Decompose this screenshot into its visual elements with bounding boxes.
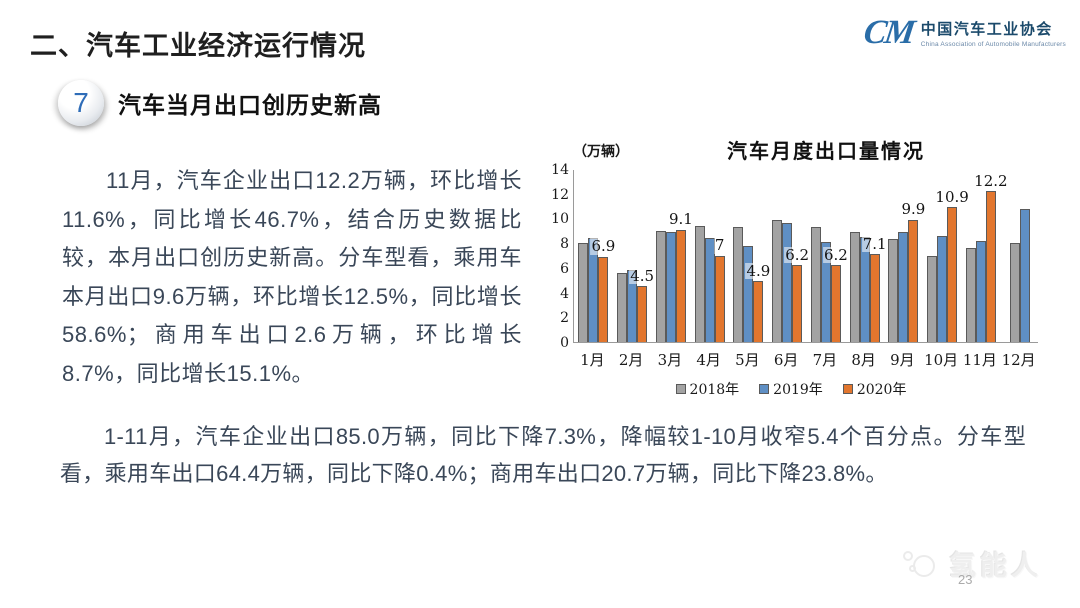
legend-label: 2018年 (689, 382, 740, 398)
bar-2019年-5月 (743, 245, 754, 342)
watermark-face-icon (903, 547, 943, 581)
bar-2018年-1月 (578, 243, 589, 342)
data-label-10月: 10.9 (934, 187, 970, 206)
caam-logo: CM 中国汽车工业协会 China Association of Automob… (861, 14, 1066, 51)
bar-2020年-2月 (637, 286, 648, 342)
legend-item-2019年: 2019年 (759, 379, 823, 399)
bar-2019年-11月 (975, 240, 986, 342)
data-label-8月: 7.1 (861, 234, 888, 253)
x-tick-label-10月: 10月 (924, 351, 959, 369)
y-tick-label: 0 (560, 335, 569, 351)
legend-label: 2020年 (856, 382, 907, 398)
x-tick-label-9月: 9月 (890, 351, 915, 369)
data-label-2月: 4.5 (629, 266, 656, 285)
x-tick-label-6月: 6月 (773, 351, 799, 369)
x-tick-label-1月: 1月 (580, 351, 605, 369)
legend-swatch-icon (759, 384, 770, 394)
section-title: 二、汽车工业经济运行情况 (30, 31, 366, 61)
bar-2020年-8月 (869, 254, 880, 342)
x-tick-label-2月: 2月 (618, 351, 644, 369)
caam-monogram-icon: CM (861, 14, 916, 51)
bar-2019年-4月 (704, 238, 715, 342)
bar-2019年-6月 (782, 223, 793, 342)
bar-2018年-8月 (849, 232, 860, 342)
x-tick-label-8月: 8月 (851, 351, 876, 369)
bar-2018年-2月 (617, 272, 628, 342)
y-tick-label: 12 (551, 186, 569, 203)
legend-swatch-icon (842, 384, 853, 394)
bar-2018年-3月 (655, 230, 666, 342)
x-tick-label-5月: 5月 (735, 351, 760, 369)
bar-2018年-5月 (733, 227, 744, 342)
y-tick-label: 4 (560, 285, 569, 302)
y-tick-label: 10 (551, 211, 569, 228)
legend-item-2018年: 2018年 (675, 379, 740, 399)
bar-2019年-3月 (665, 232, 676, 342)
bar-2020年-7月 (830, 265, 841, 342)
bar-2020年-1月 (598, 256, 609, 342)
chart-legend: 2018年 2019年 2020年 (535, 379, 1047, 399)
bar-2019年-10月 (937, 235, 948, 342)
data-label-11月: 12.2 (973, 171, 1009, 190)
heading-title: 汽车当月出口创历史新高 (118, 92, 382, 118)
chart-title: 汽车月度出口量情况 (727, 141, 925, 163)
caam-name-en: China Association of Automobile Manufact… (920, 41, 1066, 48)
x-tick-label-11月: 11月 (962, 351, 997, 369)
legend-label: 2019年 (773, 382, 823, 398)
data-label-3月: 9.1 (667, 210, 694, 229)
x-tick-label-7月: 7月 (812, 351, 838, 369)
heading-number: 7 (73, 87, 89, 118)
bar-2018年-6月 (772, 219, 783, 342)
x-tick-label-3月: 3月 (657, 351, 683, 369)
data-label-5月: 4.9 (745, 261, 772, 280)
page-number: 23 (958, 572, 973, 587)
monthly-export-chart: （万辆） 汽车月度出口量情况 6.9 4.5 9.1 7 4.9 6.2 6.2 7.1 9.9… (535, 133, 1047, 405)
y-tick-label: 14 (551, 162, 569, 178)
watermark: 氢能人 (903, 544, 1042, 583)
bar-2020年-6月 (792, 265, 803, 342)
bar-2018年-10月 (927, 255, 938, 342)
y-tick-label: 2 (560, 310, 569, 327)
bar-2020年-11月 (985, 191, 996, 342)
y-tick-label: 6 (560, 260, 569, 277)
bar-2020年-4月 (714, 255, 725, 342)
chart-unit-label: （万辆） (573, 144, 629, 160)
data-label-1月: 6.9 (590, 237, 617, 256)
heading-number-badge: 7 (58, 80, 104, 126)
watermark-text: 氢能人 (949, 551, 1042, 581)
data-label-6月: 6.2 (784, 245, 811, 264)
data-label-9月: 9.9 (900, 200, 927, 219)
bar-2020年-5月 (753, 281, 764, 342)
x-tick-label-12月: 12月 (1001, 351, 1036, 369)
bar-2018年-11月 (965, 248, 976, 342)
bar-2020年-3月 (675, 229, 686, 342)
bar-2019年-7月 (820, 241, 831, 342)
bar-2020年-9月 (908, 219, 919, 342)
bar-2018年-7月 (810, 227, 821, 342)
bar-2018年-9月 (888, 239, 899, 342)
bar-2018年-4月 (694, 225, 705, 342)
x-tick-label-4月: 4月 (696, 351, 721, 369)
paragraph-monthly-export: 11月，汽车企业出口12.2万辆，环比增长11.6%，同比增长46.7%，结合历… (62, 168, 522, 386)
paragraph-cumulative-export: 1-11月，汽车企业出口85.0万辆，同比下降7.3%，降幅较1-10月收窄5.… (60, 424, 1026, 486)
data-label-4月: 7 (713, 236, 726, 254)
bar-2020年-10月 (947, 207, 958, 342)
chart-plot-area: 6.9 4.5 9.1 7 4.9 6.2 6.2 7.1 9.9 10.9 12.2 (573, 170, 1038, 343)
y-tick-label: 8 (560, 236, 569, 253)
bar-2018年-12月 (1009, 243, 1020, 342)
bar-2019年-9月 (898, 232, 909, 342)
legend-item-2020年: 2020年 (842, 379, 907, 399)
caam-logo-names: 中国汽车工业协会 China Association of Automobile… (921, 18, 1066, 48)
caam-name-cn: 中国汽车工业协会 (920, 21, 1053, 38)
data-label-7月: 6.2 (822, 245, 849, 264)
bar-2019年-12月 (1019, 208, 1030, 342)
slide-heading: 7 汽车当月出口创历史新高 (58, 80, 382, 126)
legend-swatch-icon (675, 384, 686, 394)
